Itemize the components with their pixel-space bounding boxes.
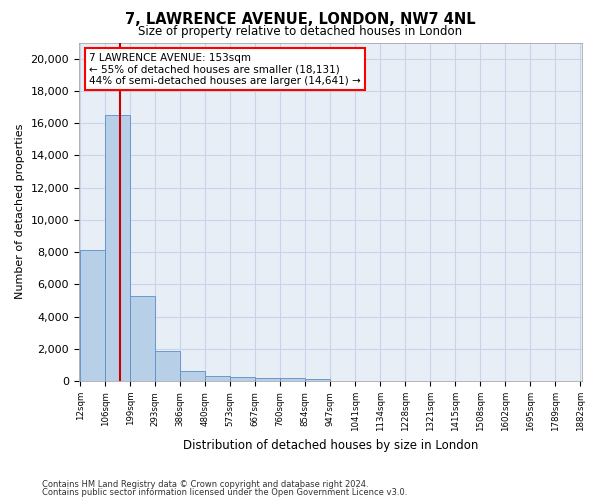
Bar (80, 250, 105, 381)
Bar (105, 115, 130, 381)
Text: 7, LAWRENCE AVENUE, LONDON, NW7 4NL: 7, LAWRENCE AVENUE, LONDON, NW7 4NL (125, 12, 475, 28)
Text: Contains public sector information licensed under the Open Government Licence v3: Contains public sector information licen… (42, 488, 407, 497)
X-axis label: Distribution of detached houses by size in London: Distribution of detached houses by size … (182, 440, 478, 452)
Text: 7 LAWRENCE AVENUE: 153sqm
← 55% of detached houses are smaller (18,131)
44% of s: 7 LAWRENCE AVENUE: 153sqm ← 55% of detac… (89, 52, 361, 86)
Bar (155, 351, 180, 381)
Bar (305, 379, 330, 381)
Bar (130, 296, 155, 381)
Bar (280, 378, 305, 381)
Bar (180, 370, 205, 381)
Bar (230, 376, 255, 381)
Bar (255, 378, 280, 381)
Y-axis label: Number of detached properties: Number of detached properties (15, 124, 25, 300)
Text: Size of property relative to detached houses in London: Size of property relative to detached ho… (138, 25, 462, 38)
Text: Contains HM Land Registry data © Crown copyright and database right 2024.: Contains HM Land Registry data © Crown c… (42, 480, 368, 489)
Bar (205, 376, 230, 381)
